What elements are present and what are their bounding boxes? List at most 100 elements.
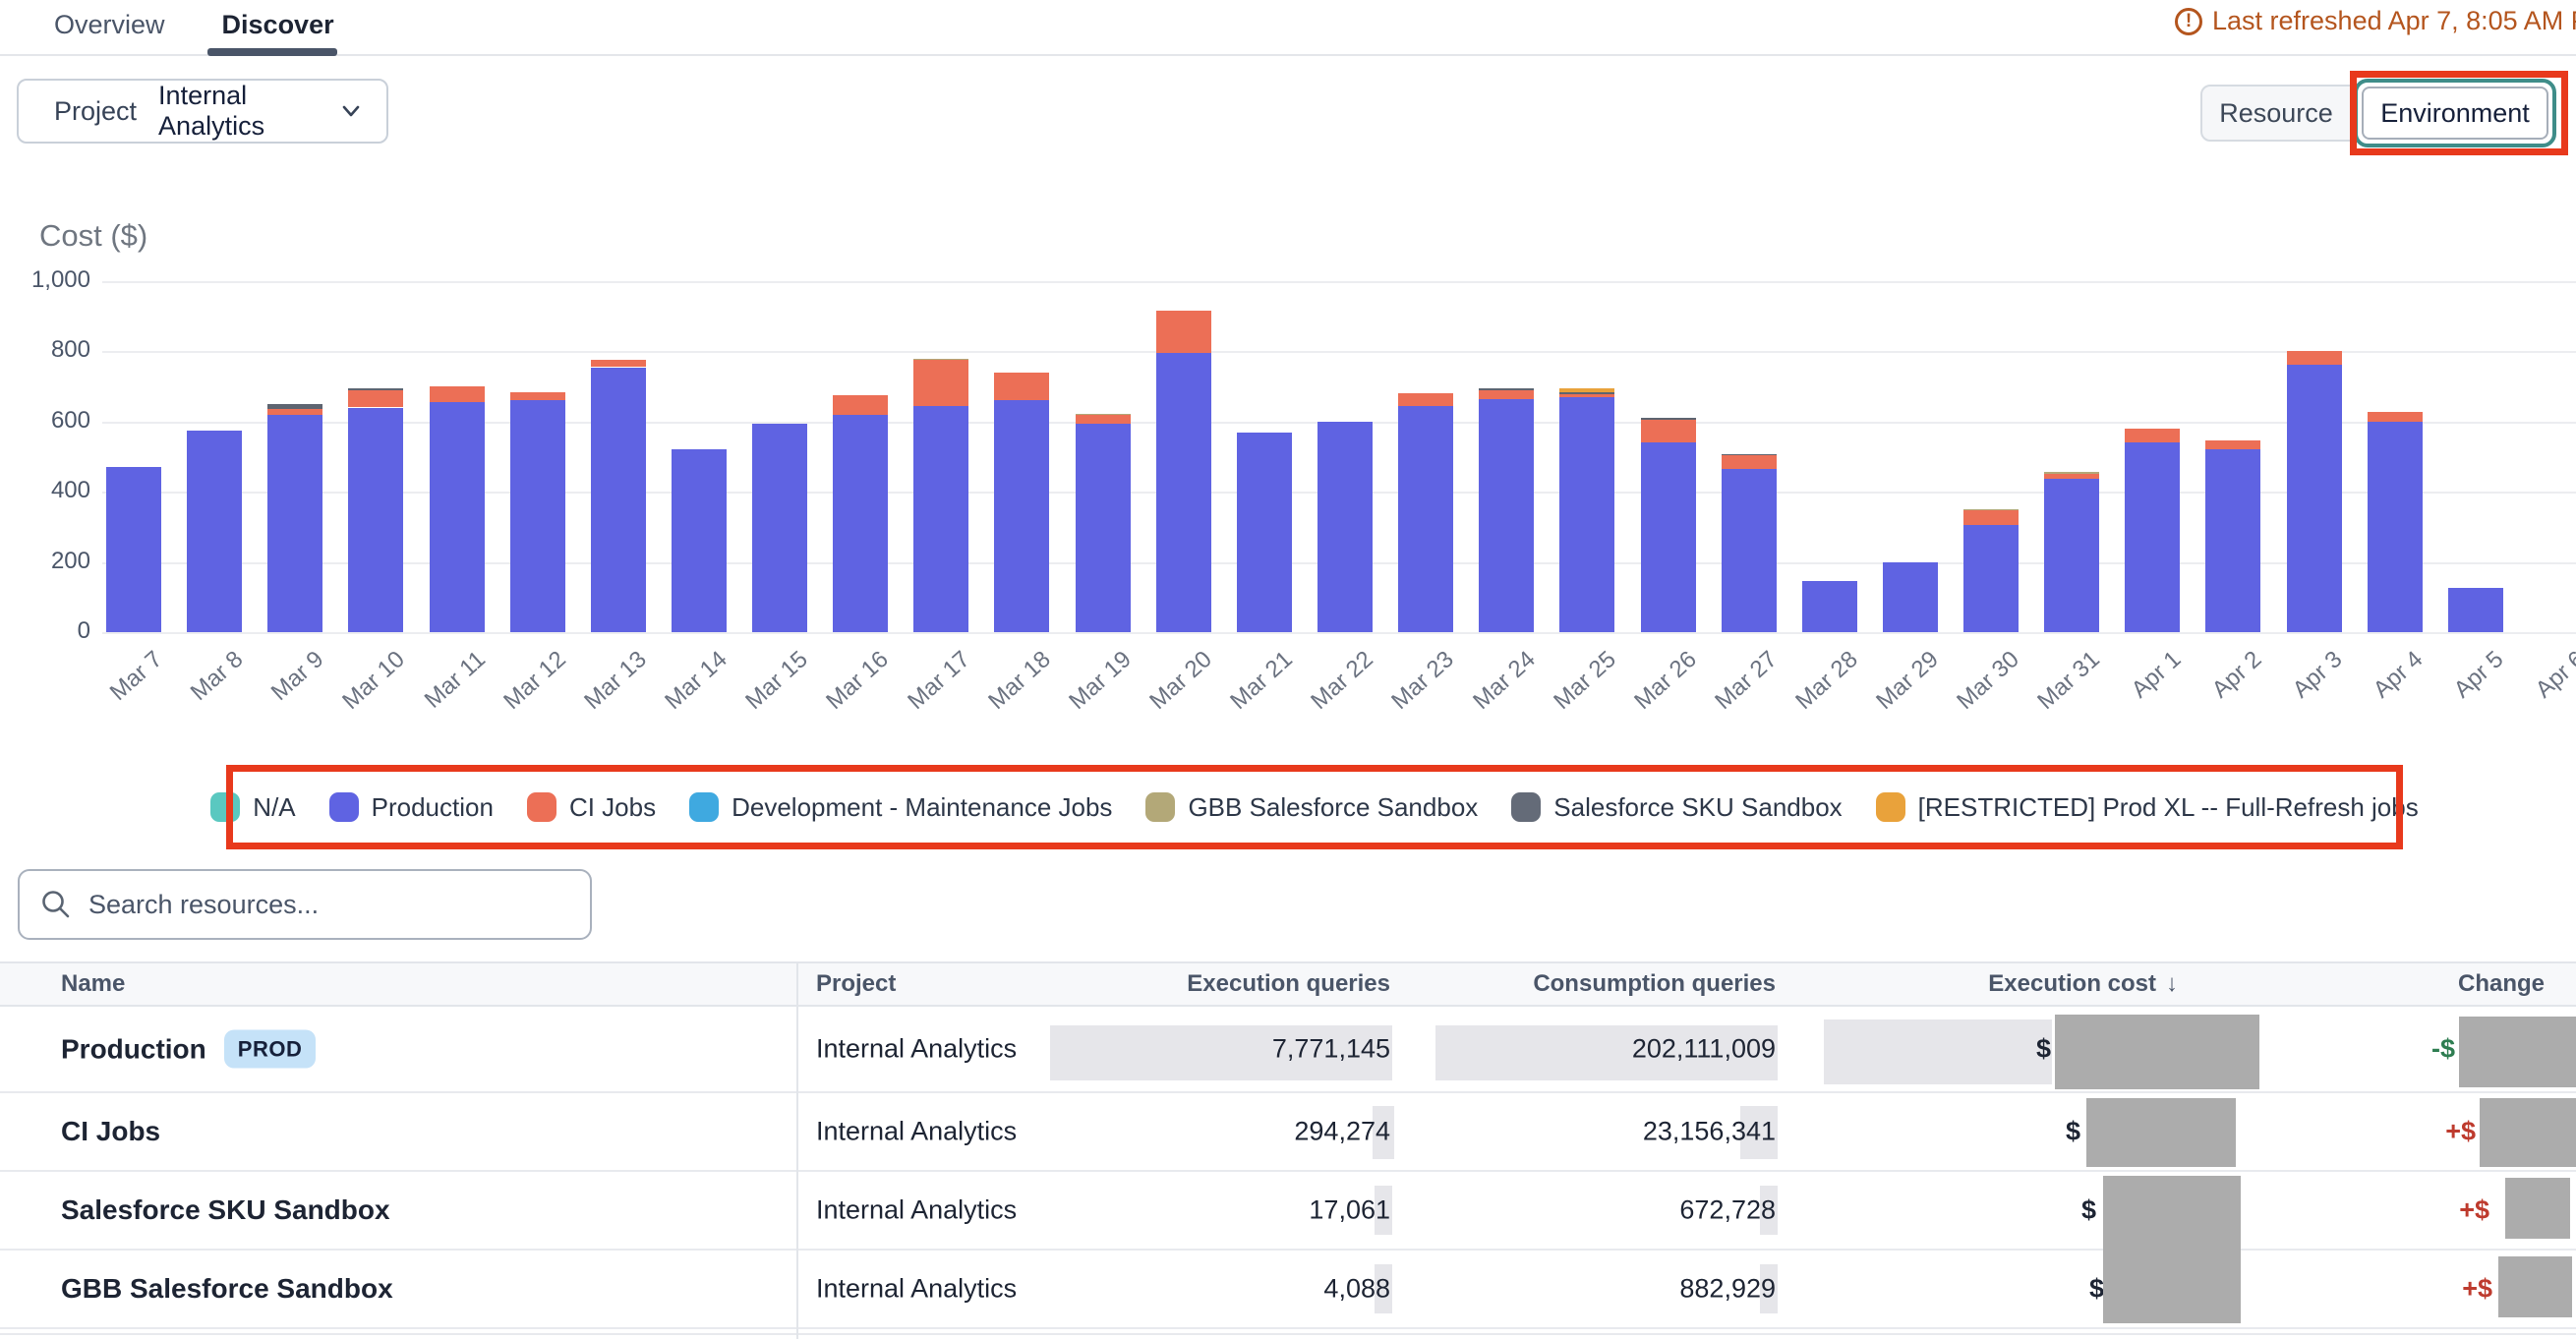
last-refreshed-text: Last refreshed Apr 7, 8:05 AM PD xyxy=(2212,6,2576,35)
table-row[interactable]: Salesforce SKU Sandbox Internal Analytics… xyxy=(0,1172,2576,1251)
bar-segment-salesforce_sku_sandbox[interactable] xyxy=(1721,453,1777,455)
legend-swatch-icon xyxy=(1145,792,1176,822)
bar-segment-production[interactable] xyxy=(1963,525,2019,632)
search-icon xyxy=(42,891,70,918)
bar-segment-production[interactable] xyxy=(1721,469,1777,632)
bar-segment-production[interactable] xyxy=(671,449,727,632)
bar-segment-production[interactable] xyxy=(994,400,1050,632)
bar-segment-gbb_salesforce_sandbox[interactable] xyxy=(1075,413,1131,415)
bar-segment-production[interactable] xyxy=(833,414,889,632)
column-header-execution-queries[interactable]: Execution queries xyxy=(1187,970,1390,997)
x-axis-label: Mar 15 xyxy=(740,646,814,716)
bar-segment-production[interactable] xyxy=(1236,432,1292,632)
bar-segment-salesforce_sku_sandbox[interactable] xyxy=(348,387,404,390)
bar-segment-ci_jobs[interactable] xyxy=(2286,351,2342,365)
x-axis-label: Apr 4 xyxy=(2369,646,2429,704)
resource-name-text: GBB Salesforce Sandbox xyxy=(61,1273,393,1304)
column-header-execution-cost[interactable]: Execution cost ↓ xyxy=(1988,970,2178,997)
table-bottom-border xyxy=(0,1333,2576,1335)
bar-segment-salesforce_sku_sandbox[interactable] xyxy=(1640,418,1696,420)
group-by-environment-button[interactable]: Environment xyxy=(2362,87,2548,140)
bar-segment-production[interactable] xyxy=(1801,581,1857,632)
bar-segment-gbb_salesforce_sandbox[interactable] xyxy=(913,358,969,361)
column-header-consumption-queries[interactable]: Consumption queries xyxy=(1533,970,1776,997)
bar-segment-production[interactable] xyxy=(1075,423,1131,632)
bar-segment-production[interactable] xyxy=(752,423,807,632)
table-row[interactable]: Production PROD Internal Analytics 7,771,14… xyxy=(0,1007,2576,1093)
bar-segment-ci_jobs[interactable] xyxy=(1398,393,1454,406)
legend-item[interactable]: Salesforce SKU Sandbox xyxy=(1511,792,1843,823)
bar-segment-ci_jobs[interactable] xyxy=(2125,428,2181,443)
bar-segment-production[interactable] xyxy=(1559,396,1615,632)
bar-segment-production[interactable] xyxy=(2447,588,2503,632)
bar-segment-production[interactable] xyxy=(1640,442,1696,632)
x-axis-label: Mar 23 xyxy=(1386,646,1460,716)
bar-segment-production[interactable] xyxy=(2367,421,2423,632)
x-axis-label: Mar 10 xyxy=(336,646,410,716)
bar-segment-ci_jobs[interactable] xyxy=(1479,389,1535,399)
bar-segment-ci_jobs[interactable] xyxy=(2367,412,2423,422)
bar-segment-production[interactable] xyxy=(2044,479,2100,632)
x-axis-label: Mar 19 xyxy=(1064,646,1137,716)
bar-segment-ci_jobs[interactable] xyxy=(1963,510,2019,526)
bar-segment-production[interactable] xyxy=(429,402,485,632)
bar-segment-gbb_salesforce_sandbox[interactable] xyxy=(2044,471,2100,474)
bar-segment-salesforce_sku_sandbox[interactable] xyxy=(1559,392,1615,394)
table-row[interactable]: CI Jobs Internal Analytics 294,274 23,156,3… xyxy=(0,1093,2576,1172)
legend-item[interactable]: Development - Maintenance Jobs xyxy=(689,792,1112,823)
legend-item[interactable]: N/A xyxy=(210,792,296,823)
group-by-resource-button[interactable]: Resource xyxy=(2200,85,2352,142)
bar-segment-ci_jobs[interactable] xyxy=(1559,394,1615,397)
bar-segment-salesforce_sku_sandbox[interactable] xyxy=(267,404,323,410)
bar-segment-production[interactable] xyxy=(1882,561,1938,632)
bar-segment-ci_jobs[interactable] xyxy=(913,360,969,406)
tab-discover[interactable]: Discover xyxy=(221,10,334,39)
bar-segment-ci_jobs[interactable] xyxy=(1155,311,1211,354)
execution-cost-cell: $ xyxy=(2088,1273,2104,1304)
bar-segment-ci_jobs[interactable] xyxy=(2205,439,2261,450)
bar-segment-ci_jobs[interactable] xyxy=(509,391,565,401)
bar-segment-ci_jobs[interactable] xyxy=(267,409,323,415)
legend-item[interactable]: [RESTRICTED] Prod XL -- Full-Refresh job… xyxy=(1875,792,2419,823)
bar-segment-production[interactable] xyxy=(1155,353,1211,632)
bar-segment-production[interactable] xyxy=(187,430,243,632)
bar-segment-production[interactable] xyxy=(913,405,969,632)
legend-item[interactable]: Production xyxy=(328,792,494,823)
bar-segment-ci_jobs[interactable] xyxy=(833,395,889,415)
warning-icon: ! xyxy=(2175,7,2202,35)
bar-segment-production[interactable] xyxy=(2286,365,2342,632)
bar-segment-production[interactable] xyxy=(2205,449,2261,632)
bar-segment-restricted_prod_xl[interactable] xyxy=(1559,387,1615,393)
bar-segment-ci_jobs[interactable] xyxy=(348,389,404,408)
bar-segment-production[interactable] xyxy=(590,367,646,632)
tab-overview[interactable]: Overview xyxy=(54,10,165,39)
x-axis-label: Mar 30 xyxy=(1952,646,2025,716)
bar-segment-salesforce_sku_sandbox[interactable] xyxy=(1479,387,1535,390)
bar-segment-ci_jobs[interactable] xyxy=(1075,414,1131,424)
bar-segment-production[interactable] xyxy=(106,467,161,632)
legend-item[interactable]: CI Jobs xyxy=(526,792,656,823)
bar-segment-production[interactable] xyxy=(1398,405,1454,632)
bar-segment-production[interactable] xyxy=(509,400,565,632)
bar-segment-production[interactable] xyxy=(267,414,323,632)
column-header-change[interactable]: Change xyxy=(2457,970,2545,997)
bar-segment-ci_jobs[interactable] xyxy=(429,386,485,403)
table-row[interactable]: GBB Salesforce Sandbox Internal Analytics… xyxy=(0,1251,2576,1329)
bar-segment-production[interactable] xyxy=(348,407,404,632)
bar-segment-ci_jobs[interactable] xyxy=(1721,454,1777,469)
bar-segment-ci_jobs[interactable] xyxy=(590,360,646,368)
bar-segment-production[interactable] xyxy=(1479,398,1535,632)
column-header-project[interactable]: Project xyxy=(816,970,897,997)
bar-segment-ci_jobs[interactable] xyxy=(994,372,1050,401)
bar-segment-gbb_salesforce_sandbox[interactable] xyxy=(1963,509,2019,511)
bar-segment-ci_jobs[interactable] xyxy=(2044,473,2100,479)
legend-item[interactable]: GBB Salesforce Sandbox xyxy=(1145,792,1478,823)
bar-segment-production[interactable] xyxy=(1317,421,1373,632)
bar-segment-production[interactable] xyxy=(2125,442,2181,632)
column-header-name[interactable]: Name xyxy=(61,970,126,997)
change-cell: -$ xyxy=(2430,1033,2455,1064)
search-input[interactable] xyxy=(88,889,570,920)
bar-segment-ci_jobs[interactable] xyxy=(1640,420,1696,443)
project-filter-dropdown[interactable]: Project Internal Analytics xyxy=(17,79,388,144)
change-cell: +$ xyxy=(2462,1273,2492,1304)
